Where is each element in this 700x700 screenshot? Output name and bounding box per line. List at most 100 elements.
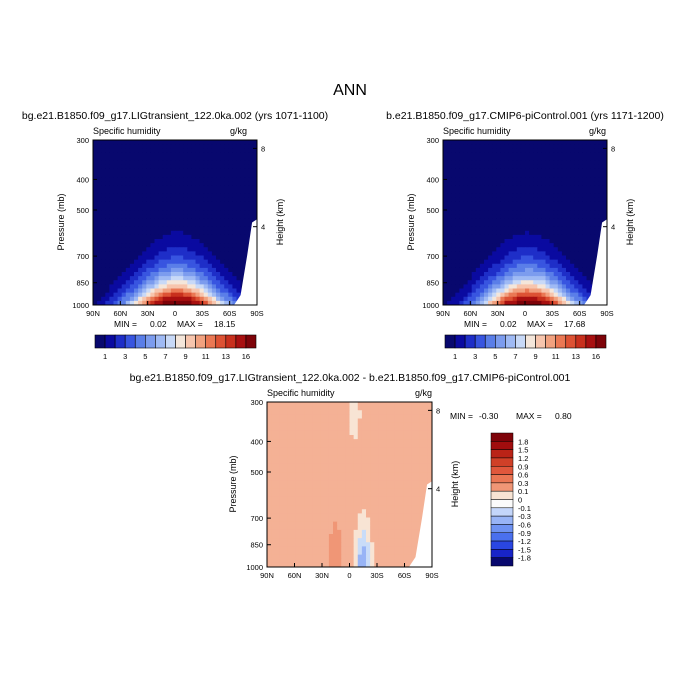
contour-cell [105,296,110,302]
contour-cell [287,480,293,485]
contour-cell [557,280,563,285]
contour-cell [411,439,416,444]
contour-cell [267,509,272,514]
contour-cell [390,529,396,535]
contour-cell [195,181,200,186]
contour-cell [353,480,359,485]
contour-cell [183,284,188,289]
contour-cell [471,185,477,190]
contour-cell [463,234,468,240]
contour-cell [399,488,404,494]
contour-cell [150,197,155,203]
contour-cell [207,206,213,211]
contour-cell [447,210,452,215]
contour-cell [300,418,305,424]
contour-cell [574,144,579,149]
contour-cell [598,144,604,149]
contour-cell [252,201,258,207]
contour-cell [447,206,452,211]
contour-cell [187,267,192,273]
contour-cell [467,234,473,240]
contour-cell [158,156,164,162]
x-tick-label: 90S [425,571,438,580]
contour-cell [578,218,583,223]
contour-cell [324,443,330,448]
contour-cell [216,181,221,186]
contour-cell [105,140,110,145]
contour-cell [162,168,168,174]
contour-cell [427,418,433,424]
contour-cell [308,435,313,440]
contour-cell [275,550,280,556]
contour-cell [586,214,591,219]
contour-cell [216,272,221,277]
contour-cell [386,505,392,510]
contour-cell [162,296,168,302]
contour-cell [162,239,168,244]
contour-cell [224,173,229,178]
contour-cell [399,439,404,444]
contour-cell [207,185,213,190]
contour-cell [378,525,383,531]
contour-cell [187,259,192,265]
contour-cell [341,447,346,452]
contour-cell [361,513,367,518]
contour-cell [333,558,338,564]
contour-cell [508,173,514,178]
contour-cell [207,255,213,261]
contour-cell [333,422,338,428]
contour-cell [162,276,168,281]
contour-cell [224,168,229,174]
contour-cell [271,505,276,510]
contour-cell [179,185,184,190]
contour-cell [105,234,110,240]
contour-cell [520,148,526,153]
contour-cell [586,234,591,240]
contour-cell [561,226,567,232]
contour-cell [295,468,301,473]
contour-cell [516,300,522,306]
contour-cell [166,272,172,277]
colorbar-swatch [484,334,496,349]
contour-cell [578,280,583,285]
contour-cell [533,296,538,302]
contour-cell [203,193,209,199]
contour-cell [582,288,587,294]
contour-cell [224,156,229,162]
contour-cell [407,492,412,498]
contour-cell [557,177,563,182]
contour-cell [295,476,301,481]
contour-cell [545,193,550,199]
contour-cell [320,505,326,510]
colorbar-swatch [595,334,607,349]
contour-cell [459,292,464,298]
contour-cell [341,422,346,428]
contour-cell [561,284,567,289]
contour-cell [390,418,396,424]
contour-cell [216,206,221,211]
contour-cell [484,276,489,281]
contour-cell [549,197,555,203]
contour-cell [142,185,147,190]
contour-cell [300,439,305,444]
contour-cell [146,230,151,236]
contour-cell [291,496,297,502]
contour-cell [129,181,135,186]
contour-cell [479,144,485,149]
contour-cell [308,451,313,457]
contour-cell [349,534,355,539]
contour-cell [236,222,241,228]
contour-cell [291,418,297,424]
contour-cell [586,140,591,145]
contour-cell [267,472,272,477]
contour-cell [366,546,371,551]
contour-cell [291,513,297,518]
contour-cell [516,234,522,240]
contour-cell [109,210,114,215]
contour-cell [175,230,180,236]
contour-cell [236,206,241,211]
contour-cell [479,259,485,265]
contour-cell [390,484,396,490]
contour-cell [455,177,460,182]
contour-cell [479,255,485,261]
